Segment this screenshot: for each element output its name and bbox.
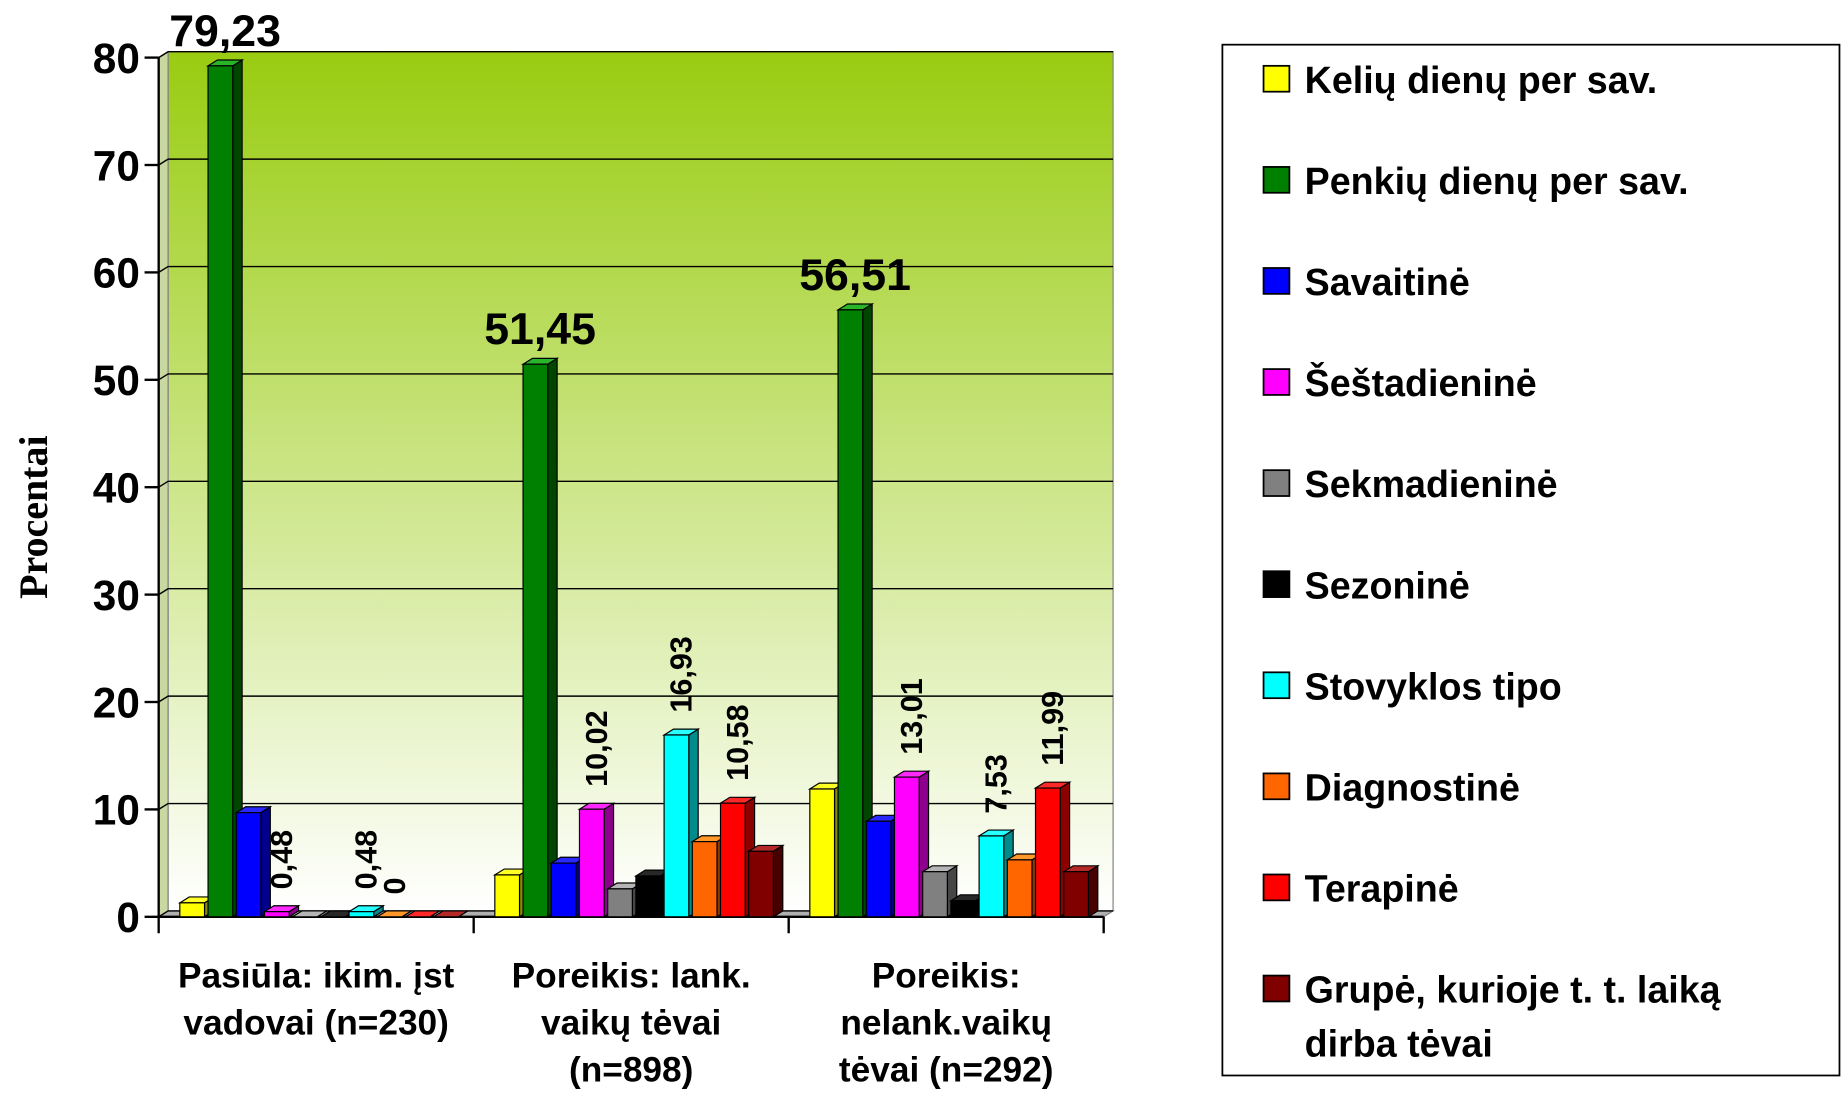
y-tick-label: 30 xyxy=(93,572,140,619)
value-label: 16,93 xyxy=(665,636,699,712)
bar xyxy=(809,788,836,918)
bar-side xyxy=(1087,864,1099,918)
value-label: 0,48 xyxy=(350,830,384,889)
legend-swatch xyxy=(1262,267,1291,295)
bar xyxy=(235,812,262,918)
bar xyxy=(865,820,892,918)
bar xyxy=(607,888,633,918)
y-tick-label: 80 xyxy=(93,35,140,82)
legend-label: Savaitinė xyxy=(1305,261,1470,303)
bar xyxy=(719,802,746,918)
value-label: 10,58 xyxy=(721,704,755,780)
x-tick-label: Poreikis: lank. vaikų tėvai (n=898) xyxy=(512,956,751,1089)
bar xyxy=(748,850,774,918)
x-tick-label: Poreikis: nelank.vaikų tėvai (n=292) xyxy=(839,956,1054,1089)
bar-side xyxy=(232,58,243,918)
grid-line xyxy=(158,588,1114,596)
bar xyxy=(1063,871,1089,918)
bar-side xyxy=(772,844,784,918)
value-label: 0,48 xyxy=(265,830,299,889)
y-tick-label: 50 xyxy=(93,357,140,404)
value-label: 13,01 xyxy=(895,678,929,754)
value-label: 10,02 xyxy=(580,710,614,786)
legend-swatch xyxy=(1262,570,1291,598)
bar-top xyxy=(403,910,442,918)
bar xyxy=(522,363,549,918)
y-axis-label: Procentai xyxy=(11,435,56,598)
bar xyxy=(550,862,577,918)
legend-swatch xyxy=(1262,469,1291,497)
y-tick-label: 70 xyxy=(93,142,140,189)
y-tick-label: 40 xyxy=(93,464,140,511)
legend-label: Terapinė xyxy=(1305,868,1459,910)
bar xyxy=(663,734,690,918)
legend-label: Šeštadieninė xyxy=(1305,362,1537,404)
value-label: 7,53 xyxy=(980,754,1014,813)
bar xyxy=(950,900,977,918)
bar-side xyxy=(547,357,558,918)
legend-label: Kelių dienų per sav. xyxy=(1305,59,1658,101)
bar xyxy=(494,874,521,918)
legend-label: Sekmadieninė xyxy=(1305,463,1558,505)
legend-swatch xyxy=(1262,368,1291,396)
bar xyxy=(578,808,605,918)
legend-label: Penkių dienų per sav. xyxy=(1305,160,1689,202)
bar-top xyxy=(375,910,414,918)
y-tick-label: 60 xyxy=(93,250,140,297)
legend-swatch xyxy=(1262,772,1291,801)
grid-line xyxy=(158,480,1114,488)
bar-top xyxy=(290,910,329,918)
grid-line xyxy=(158,910,1114,918)
bar xyxy=(1006,859,1033,918)
bar xyxy=(635,875,662,918)
grid-line xyxy=(158,51,1114,59)
value-label: 56,51 xyxy=(799,251,911,300)
x-tick-label: Pasiūla: ikim. įst vadovai (n=230) xyxy=(178,956,454,1042)
bar xyxy=(207,65,234,918)
legend-label: Diagnostinė xyxy=(1305,766,1520,808)
legend-swatch xyxy=(1262,64,1291,93)
legend-label: Sezoninė xyxy=(1305,564,1470,606)
y-tick-label: 0 xyxy=(116,894,140,941)
bar xyxy=(837,309,864,918)
bar xyxy=(179,902,206,918)
value-label: 0 xyxy=(378,877,412,894)
legend-box xyxy=(1221,43,1841,1077)
value-label: 79,23 xyxy=(169,7,281,56)
value-label: 51,45 xyxy=(484,305,596,354)
legend-label: Stovyklos tipo xyxy=(1305,665,1562,707)
grid-line xyxy=(158,265,1114,274)
bar xyxy=(893,776,920,918)
bar xyxy=(922,871,948,918)
grid-line xyxy=(158,158,1114,166)
grid-line xyxy=(158,695,1114,703)
value-label: 11,99 xyxy=(1036,691,1070,766)
legend-label: Grupė, kurioje t. t. laiką dirba tėvai xyxy=(1305,969,1722,1065)
legend-swatch xyxy=(1262,873,1291,902)
bar xyxy=(348,911,375,918)
grid-line xyxy=(158,802,1114,811)
bar-top xyxy=(431,910,470,918)
y-tick-label: 20 xyxy=(93,679,140,726)
bar xyxy=(978,835,1005,918)
grid-line xyxy=(158,373,1114,381)
legend-swatch xyxy=(1262,671,1291,700)
bar xyxy=(691,841,718,918)
legend-swatch xyxy=(1262,166,1291,194)
legend-swatch xyxy=(1262,974,1291,1003)
bar xyxy=(1034,787,1061,918)
y-tick-label: 10 xyxy=(93,787,140,834)
bar xyxy=(263,911,290,918)
